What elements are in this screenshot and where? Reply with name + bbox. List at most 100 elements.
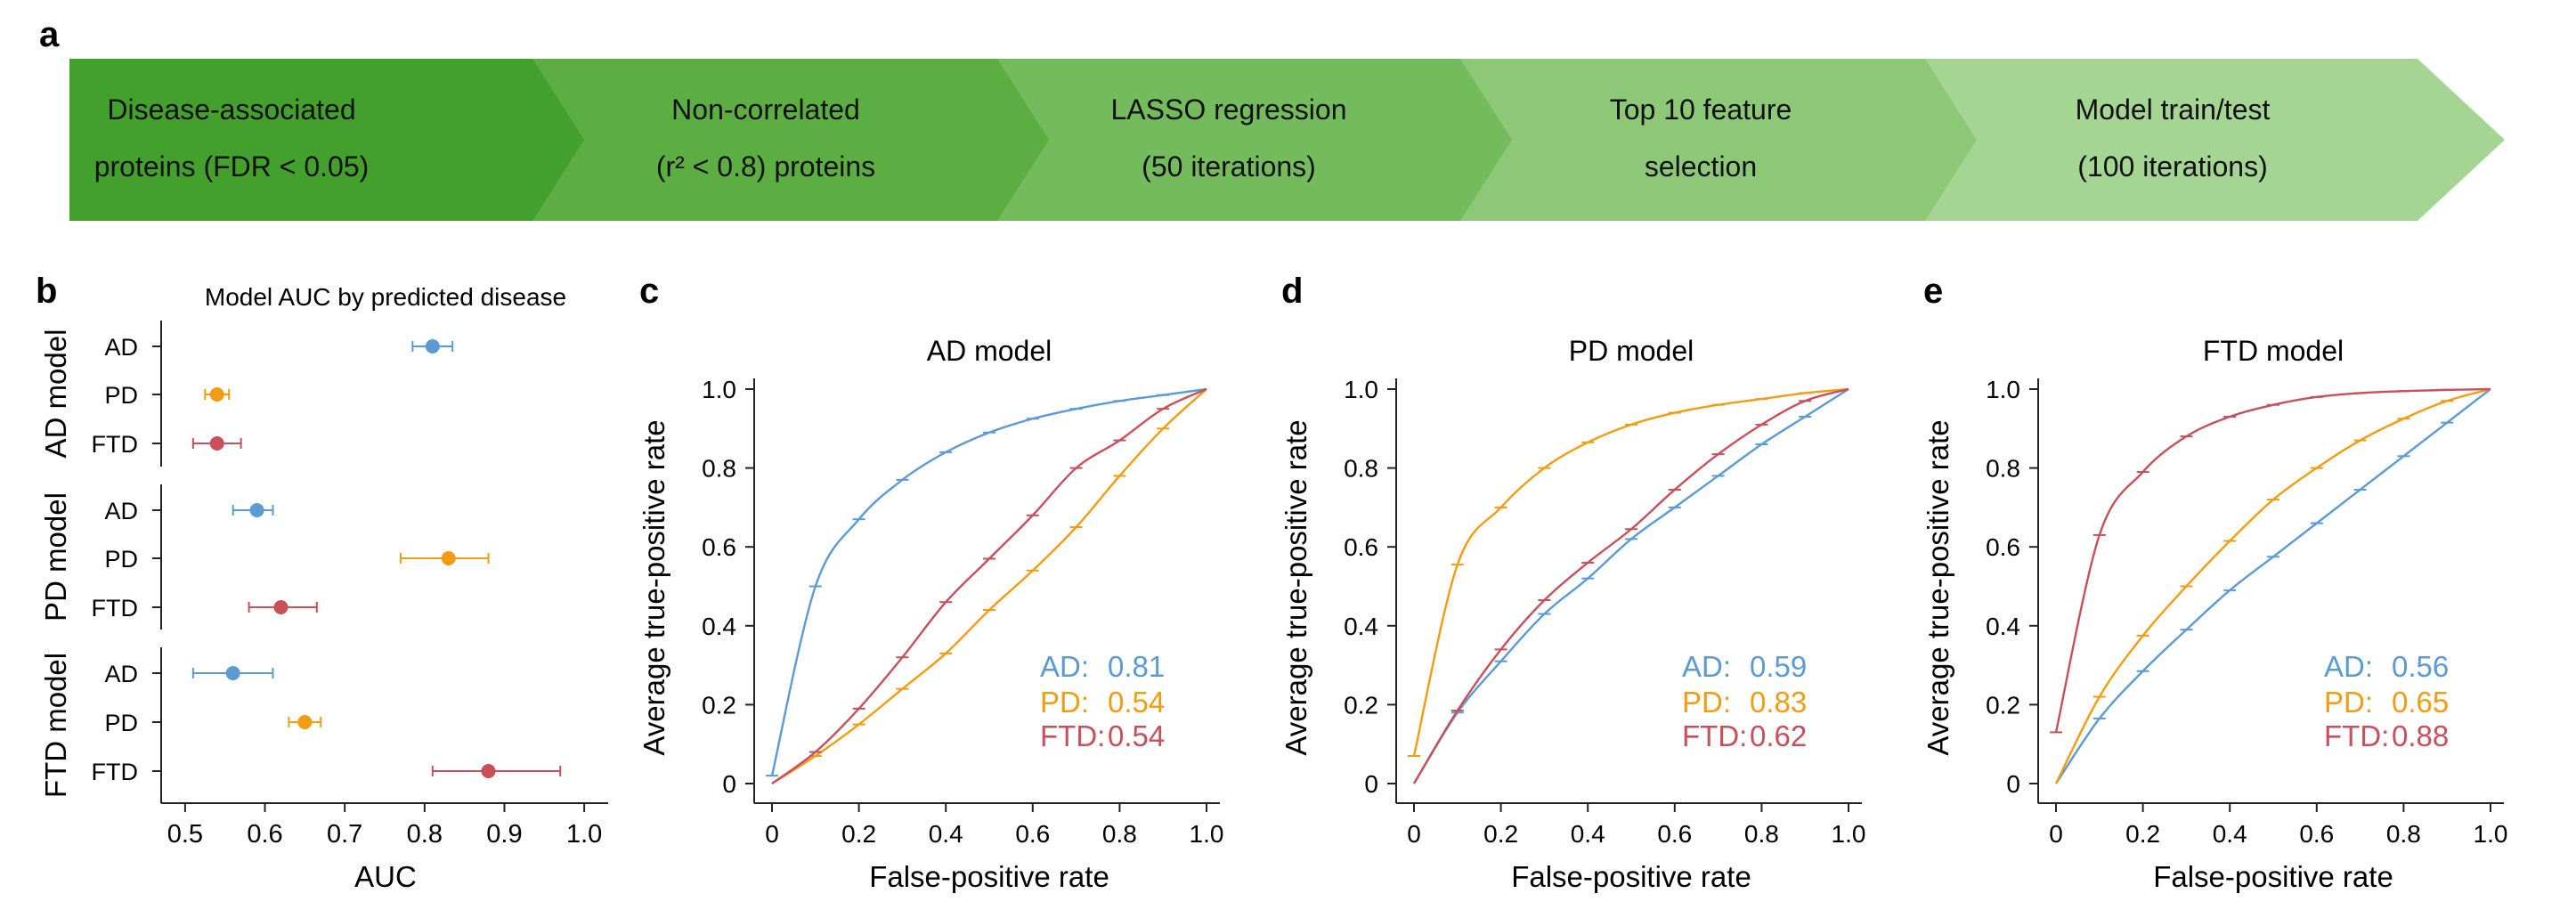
roc-title: FTD model (2203, 335, 2344, 367)
roc-y-tick-label: 0.4 (702, 613, 736, 640)
auc-row-label: AD (104, 661, 138, 687)
roc-x-axis-label: False-positive rate (2153, 860, 2393, 893)
roc-y-tick-label: 0.6 (702, 533, 736, 561)
roc-title: PD model (1569, 335, 1694, 367)
roc-legend-name: PD: (1040, 686, 1089, 719)
roc-y-tick-label: 0 (1364, 770, 1378, 798)
auc-point (481, 764, 496, 778)
roc-x-tick-label: 0.4 (2213, 820, 2247, 848)
roc-x-tick-label: 0.8 (1744, 820, 1779, 848)
roc-legend-name: AD: (1040, 650, 1089, 683)
auc-x-tick-label: 1.0 (566, 820, 602, 849)
roc-x-tick-label: 0.8 (1102, 820, 1137, 848)
pipeline-step-1-text-1: Disease-associated (107, 93, 355, 126)
roc-x-tick-label: 0.6 (2299, 820, 2334, 848)
pipeline-step-2-text-1: Non-correlated (671, 93, 860, 126)
roc-y-tick-label: 0.6 (1344, 533, 1378, 561)
auc-row-label: FTD (92, 431, 138, 458)
auc-x-tick-label: 0.5 (167, 820, 203, 849)
auc-row-label: FTD (92, 595, 138, 622)
roc-panel-ftd-model: FTD model 0 0 0.2 0.2 0.4 0.4 0.6 0.6 0.8 0.8 1.0 1.… (1922, 335, 2507, 893)
roc-y-axis-label: Average true-positive rate (1280, 419, 1312, 755)
auc-x-tick-label: 0.6 (247, 820, 282, 849)
auc-row-label: AD (104, 334, 138, 361)
roc-x-tick-label: 0 (2049, 820, 2063, 848)
auc-point (249, 503, 264, 517)
pipeline-step-1-text-2: proteins (FDR < 0.05) (94, 150, 370, 183)
roc-x-tick-label: 0 (1407, 820, 1421, 848)
auc-point (297, 715, 313, 729)
roc-legend-auc: 0.81 (1108, 650, 1165, 683)
auc-group-label: AD model (39, 329, 72, 459)
pipeline-step-3-text-2: (50 iterations) (1142, 150, 1316, 183)
roc-legend-name: FTD: (2324, 719, 2389, 752)
roc-y-tick-label: 0.2 (702, 691, 736, 719)
auc-point (209, 436, 224, 451)
roc-x-tick-label: 0.8 (2386, 820, 2421, 848)
panel-label-d: d (1281, 272, 1303, 311)
roc-legend-auc: 0.62 (1750, 719, 1807, 752)
roc-x-tick-label: 0.2 (841, 820, 876, 848)
pipeline-step-1-shape (69, 59, 620, 221)
roc-legend-auc: 0.54 (1108, 686, 1165, 719)
pipeline-step-3-shape (997, 59, 1548, 221)
roc-x-tick-label: 0.4 (1571, 820, 1605, 848)
roc-y-tick-label: 0 (2006, 770, 2020, 798)
roc-legend-name: FTD: (1682, 719, 1747, 752)
roc-y-tick-label: 0.8 (1986, 455, 2020, 483)
panel-label-e: e (1923, 272, 1943, 311)
roc-y-tick-label: 0.8 (1344, 455, 1378, 483)
roc-legend-auc: 0.65 (2392, 686, 2449, 719)
auc-panel: Model AUC by predicted disease AUC 0.5 0.… (39, 283, 608, 893)
roc-title: AD model (927, 335, 1052, 367)
auc-point (273, 600, 288, 614)
auc-group-label: PD model (39, 492, 72, 622)
roc-legend-name: FTD: (1040, 719, 1105, 752)
auc-x-axis-label: AUC (354, 860, 417, 893)
roc-x-axis-label: False-positive rate (1511, 860, 1751, 893)
auc-x-tick-label: 0.9 (486, 820, 522, 849)
pipeline-step-3-text-1: LASSO regression (1110, 93, 1346, 126)
roc-y-tick-label: 0.4 (1986, 613, 2020, 640)
roc-legend-name: PD: (2324, 686, 2373, 719)
pipeline-step-4-text-2: selection (1645, 150, 1757, 183)
pipeline-step-5-text-1: Model train/test (2076, 93, 2271, 126)
roc-y-tick-label: 0 (722, 770, 736, 798)
auc-group-label: FTD model (39, 653, 72, 798)
auc-point (225, 666, 240, 680)
roc-x-tick-label: 0.2 (1483, 820, 1518, 848)
auc-row-label: AD (104, 498, 138, 524)
auc-x-tick-label: 0.7 (327, 820, 362, 849)
auc-row-label: PD (104, 710, 138, 736)
roc-x-tick-label: 1.0 (1832, 820, 1866, 848)
roc-y-axis-label: Average true-positive rate (1922, 419, 1954, 755)
roc-x-tick-label: 0.2 (2125, 820, 2160, 848)
auc-row-label: PD (104, 546, 138, 573)
roc-curve-pd (771, 388, 1207, 785)
pipeline-step-2-shape (532, 59, 1085, 221)
roc-panel-ad-model: AD model 0 0 0.2 0.2 0.4 0.4 0.6 0.6 0.8 0.8 1.0 1.0… (638, 335, 1223, 893)
auc-row-label: PD (104, 382, 138, 409)
auc-panel-title: Model AUC by predicted disease (205, 283, 566, 311)
roc-curve-ftd (1412, 387, 1849, 784)
roc-y-tick-label: 0.4 (1344, 613, 1378, 640)
panel-label-c: c (639, 272, 659, 311)
auc-point (441, 551, 456, 565)
roc-y-tick-label: 1.0 (1344, 376, 1378, 403)
roc-legend-auc: 0.56 (2392, 650, 2449, 683)
roc-y-tick-label: 0.6 (1986, 533, 2020, 561)
panel-label-a: a (39, 15, 60, 54)
roc-legend-auc: 0.88 (2392, 719, 2449, 752)
pipeline-step-4-text-1: Top 10 feature (1610, 93, 1792, 126)
roc-y-tick-label: 1.0 (1986, 376, 2020, 403)
roc-legend-name: PD: (1682, 686, 1731, 719)
pipeline-step-5-text-2: (100 iterations) (2077, 150, 2267, 183)
roc-legend-name: AD: (2324, 650, 2373, 683)
roc-x-tick-label: 0.6 (1657, 820, 1692, 848)
roc-x-tick-label: 1.0 (2474, 820, 2508, 848)
roc-curve-pd (2054, 387, 2491, 784)
roc-legend-auc: 0.83 (1750, 686, 1807, 719)
roc-panel-pd-model: PD model 0 0 0.2 0.2 0.4 0.4 0.6 0.6 0.8 0.8 1.0 1.0… (1280, 335, 1865, 893)
auc-point (425, 339, 440, 353)
